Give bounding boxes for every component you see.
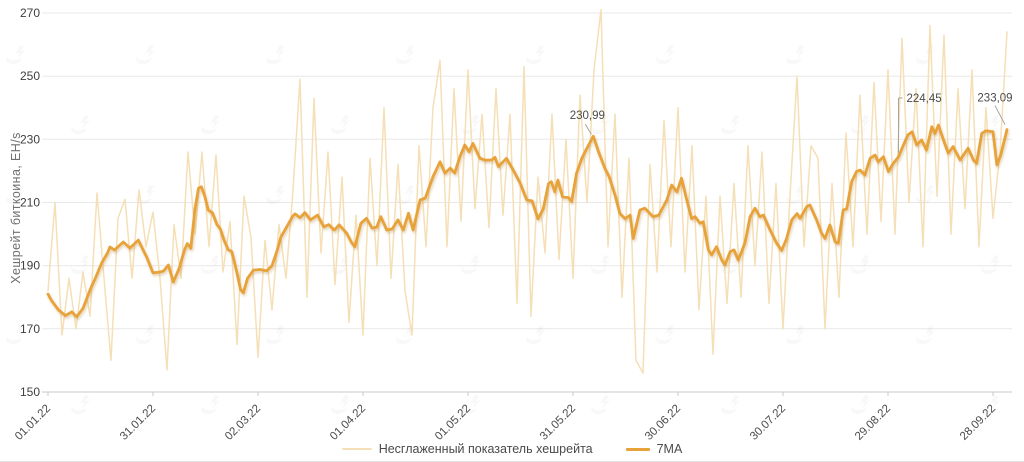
- forklog-watermark-icon: [266, 325, 285, 345]
- x-tick-label: 01.01.22: [13, 403, 53, 443]
- watermark-grid: [6, 45, 1000, 415]
- raw-hashrate-line: [47, 9, 1008, 374]
- forklog-watermark-icon: [786, 185, 805, 205]
- forklog-watermark-icon: [916, 45, 935, 65]
- x-tick-label: 01.04.22: [328, 403, 368, 443]
- forklog-watermark-icon: [461, 115, 480, 135]
- forklog-watermark-icon: [266, 45, 285, 65]
- forklog-watermark-icon: [71, 395, 90, 415]
- chart-legend: Несглаженный показатель хешрейта 7MA: [0, 442, 1024, 456]
- forklog-watermark-icon: [71, 115, 90, 135]
- forklog-watermark-icon: [331, 255, 350, 275]
- forklog-watermark-icon: [396, 45, 415, 65]
- forklog-watermark-icon: [396, 185, 415, 205]
- legend-label-raw: Несглаженный показатель хешрейта: [378, 442, 593, 456]
- forklog-watermark-icon: [136, 325, 155, 345]
- forklog-watermark-icon: [136, 185, 155, 205]
- x-tick-label: 29.08.22: [853, 403, 893, 443]
- forklog-watermark-icon: [461, 255, 480, 275]
- forklog-watermark-icon: [526, 325, 545, 345]
- forklog-watermark-icon: [721, 395, 740, 415]
- x-tick-label: 28.09.22: [958, 403, 998, 443]
- forklog-watermark-icon: [916, 325, 935, 345]
- annotation-label: 230,99: [570, 110, 605, 122]
- y-tick-label: 190: [20, 259, 40, 273]
- forklog-watermark-icon: [396, 325, 415, 345]
- forklog-watermark-icon: [331, 115, 350, 135]
- forklog-watermark-icon: [981, 395, 1000, 415]
- forklog-watermark-icon: [981, 115, 1000, 135]
- forklog-watermark-icon: [786, 45, 805, 65]
- forklog-watermark-icon: [201, 255, 220, 275]
- forklog-watermark-icon: [721, 115, 740, 135]
- forklog-watermark-icon: [916, 185, 935, 205]
- forklog-watermark-icon: [851, 255, 870, 275]
- forklog-watermark-icon: [71, 255, 90, 275]
- y-tick-label: 270: [20, 6, 40, 20]
- annotation-label: 224,45: [907, 93, 942, 105]
- legend-label-7ma: 7MA: [656, 442, 683, 456]
- legend-swatch-7ma: [625, 447, 650, 451]
- x-tick-label: 02.03.22: [223, 403, 263, 443]
- forklog-watermark-icon: [721, 255, 740, 275]
- x-tick-label: 30.07.22: [748, 403, 788, 443]
- y-tick-label: 170: [20, 322, 40, 336]
- y-tick-label: 210: [20, 196, 40, 210]
- forklog-watermark-icon: [656, 45, 675, 65]
- forklog-watermark-icon: [851, 115, 870, 135]
- x-tick-label: 01.05.22: [433, 403, 473, 443]
- forklog-watermark-icon: [786, 325, 805, 345]
- annotation-label: 233,09: [977, 93, 1012, 105]
- forklog-watermark-icon: [656, 325, 675, 345]
- x-tick-label: 31.01.22: [118, 403, 158, 443]
- forklog-watermark-icon: [6, 185, 25, 205]
- forklog-watermark-icon: [331, 395, 350, 415]
- x-tick-label: 31.05.22: [538, 403, 578, 443]
- y-tick-label: 250: [20, 69, 40, 83]
- y-tick-label: 230: [20, 132, 40, 146]
- legend-swatch-raw: [341, 448, 372, 450]
- forklog-watermark-icon: [6, 45, 25, 65]
- forklog-watermark-icon: [136, 45, 155, 65]
- forklog-watermark-icon: [201, 115, 220, 135]
- forklog-watermark-icon: [591, 255, 610, 275]
- annotation-224-45: 224,45: [898, 93, 942, 153]
- forklog-watermark-icon: [591, 395, 610, 415]
- forklog-watermark-icon: [461, 395, 480, 415]
- forklog-watermark-icon: [526, 45, 545, 65]
- forklog-watermark-icon: [6, 325, 25, 345]
- forklog-watermark-icon: [981, 255, 1000, 275]
- y-tick-label: 150: [20, 385, 40, 399]
- x-tick-label: 30.06.22: [643, 403, 683, 443]
- forklog-watermark-icon: [266, 185, 285, 205]
- forklog-watermark-icon: [851, 395, 870, 415]
- forklog-watermark-icon: [201, 395, 220, 415]
- ma7-line: [46, 123, 1009, 319]
- annotation-233-09: 233,09: [977, 93, 1013, 125]
- y-axis-title: Хешрейт биткоина, EH/s: [9, 132, 23, 284]
- annotation-230-99: 230,99: [570, 110, 605, 135]
